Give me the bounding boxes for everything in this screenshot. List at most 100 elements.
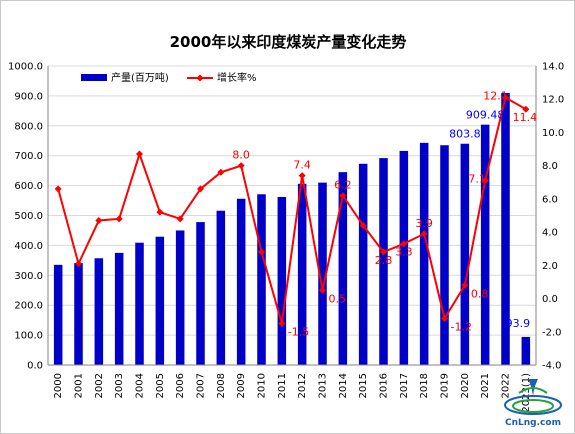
legend-marker-line [196,74,204,82]
line-value-label: 2.8 [375,254,393,267]
legend-label-line: 增长率% [217,71,257,84]
y-right-tick-label: 4.0 [542,228,558,239]
line-value-label: 7.1 [468,173,486,186]
bar-value-label: 909.48 [466,109,505,122]
legend-label-bar: 产量(百万吨) [111,71,169,84]
bar [419,142,429,365]
bar [175,230,185,365]
y-right-tick-label: 6.0 [542,194,558,205]
x-tick-label: 2002 [94,373,105,398]
bar [155,236,165,365]
bar [257,194,266,365]
line-value-label: 0.8 [471,287,489,300]
x-tick-label: 2004 [135,373,146,398]
bar [399,150,409,365]
line-value-label: -1.2 [451,320,472,333]
x-tick-label: 2021 [480,373,491,398]
x-tick-label: 2007 [196,373,207,398]
bar [53,264,63,365]
line-point [380,248,387,256]
bar [196,222,205,365]
x-tick-label: 2000 [53,373,64,398]
y-left-tick-label: 600.0 [14,181,43,192]
line-point [278,319,286,327]
bar [74,263,83,365]
line-point [258,248,265,256]
bar-series [53,93,531,365]
y-left-tick-label: 100.0 [14,331,43,342]
bar [318,182,327,365]
bar [297,183,307,365]
y-left-tick-label: 200.0 [14,301,43,312]
line-value-label: 0.5 [329,292,347,305]
legend-swatch-bar [81,74,107,81]
y-left-tick-label: 800.0 [14,121,43,132]
bar [501,93,510,365]
x-tick-label: 2006 [175,373,186,398]
line-point [136,150,143,158]
line-point [115,215,123,223]
x-tick-label: 2009 [236,373,247,398]
line-value-label: 3.9 [415,217,433,230]
bar [236,198,246,365]
bar [338,172,348,365]
x-tick-label: 2010 [257,373,268,398]
line-point [319,286,326,294]
bar [114,252,124,365]
x-tick-label: 2003 [114,373,125,398]
axes: 0.0 100.0 200.0 300.0 400.0 500.0 600.0 700.0 80… [8,62,564,413]
y-left-tick-label: 900.0 [14,91,43,102]
line-point [54,185,62,193]
line-point [420,230,428,238]
x-tick-label: 2011 [277,373,288,398]
y-right-tick-label: 8.0 [542,161,558,172]
line-value-label: -1.5 [288,325,309,338]
line-value-label: 8.0 [232,149,250,162]
bar [521,336,531,365]
bar [135,242,144,365]
watermark-text: CnLng.com [505,418,561,428]
line-value-label: 6.2 [334,179,352,192]
bar [94,258,104,365]
x-tick-label: 2008 [216,373,227,398]
x-tick-label: 2001 [74,373,85,398]
line-point [156,208,164,216]
x-tick-label: 2023(1) [521,373,532,413]
bar [480,124,490,365]
y-right-tick-label: 14.0 [542,62,564,73]
legend: 产量(百万吨) 增长率% [81,71,257,84]
bar [460,143,470,365]
chart-title: 2000年以来印度煤炭产量变化走势 [170,33,407,51]
y-left-tick-label: 500.0 [14,211,43,222]
x-tick-label: 2013 [318,373,329,398]
x-tick-label: 2014 [338,373,349,398]
bar [216,210,226,365]
line-point [481,177,489,185]
x-tick-label: 2020 [460,373,471,398]
x-tick-label: 2022 [501,373,512,398]
lng-logo-icon [504,379,562,415]
x-tick-label: 2016 [379,373,390,398]
line-value-label: 3.3 [395,246,413,259]
x-tick-label: 2018 [419,373,430,398]
line-point [502,94,509,102]
y-left-tick-label: 1000.0 [8,62,43,73]
bar [379,158,388,365]
line-point [522,105,530,113]
line-point [75,260,82,268]
bar-value-label: 803.8 [449,128,481,141]
y-right-tick-label: 12.0 [542,95,564,106]
line-value-label: 11.4 [513,111,538,124]
bar [277,196,287,365]
line-point [237,162,245,170]
line-point [298,172,306,180]
line-series [54,94,530,327]
line-point [176,215,184,223]
watermark: CnLng.com [504,379,562,428]
y-left-tick-label: 300.0 [14,271,43,282]
y-right-tick-label: 2.0 [542,261,558,272]
x-tick-label: 2019 [440,373,451,398]
bar [440,145,449,365]
x-tick-label: 2012 [297,373,308,398]
